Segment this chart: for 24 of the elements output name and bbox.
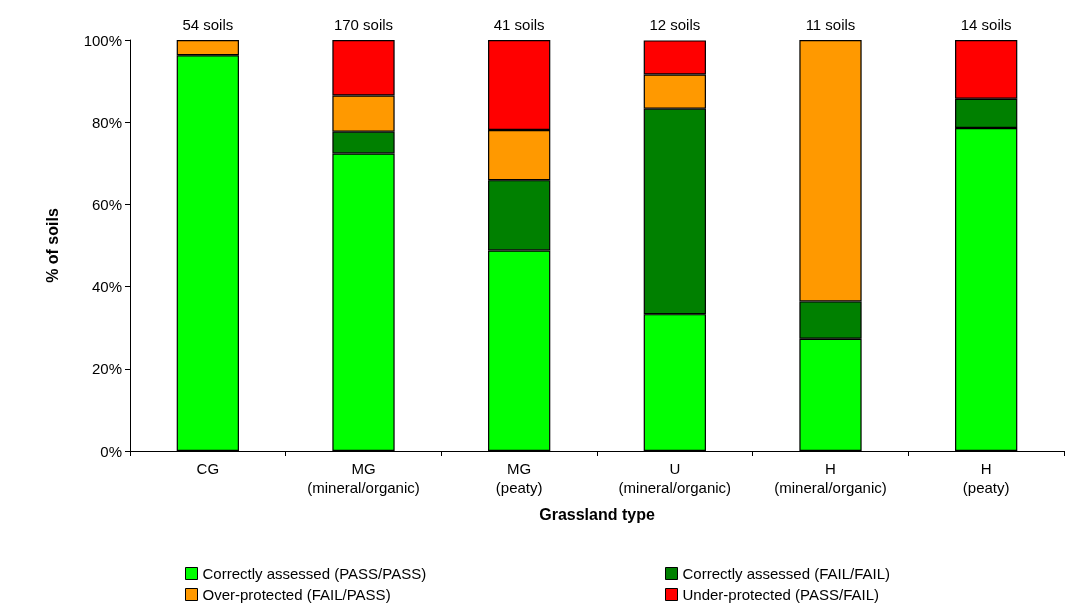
annotation: 12 soils [649, 16, 701, 33]
x-tick-label: U (mineral/organic) [618, 460, 732, 496]
x-tick-label: MG (mineral/organic) [307, 460, 420, 496]
annotation: 41 soils [493, 16, 545, 33]
x-tick-label: MG (peaty) [495, 460, 543, 496]
y-tick-label: 20% [91, 360, 122, 378]
y-tick-label: 60% [91, 195, 122, 213]
y-tick-label: 100% [83, 31, 122, 49]
y-tick-label: 80% [91, 113, 122, 131]
legend-label: Correctly assessed (FAIL/FAIL) [682, 565, 891, 582]
y-tick-label: 40% [91, 278, 122, 296]
x-tick-label: CG [196, 460, 220, 477]
x-axis-title: Grassland type [539, 505, 655, 523]
annotation: 11 soils [805, 16, 856, 33]
legend-label: Correctly assessed (PASS/PASS) [202, 565, 427, 582]
x-tick-label: H (mineral/organic) [774, 460, 887, 496]
x-tick-label: H (peaty) [962, 460, 1010, 496]
y-tick-label: 0% [100, 442, 122, 460]
legend-label: Under-protected (PASS/FAIL) [682, 586, 879, 603]
annotation: 14 soils [960, 16, 1012, 33]
y-axis-title: % of soils [43, 208, 61, 283]
annotation: 54 soils [182, 16, 234, 33]
legend-label: Over-protected (FAIL/PASS) [202, 586, 391, 603]
annotation: 170 soils [333, 16, 394, 33]
